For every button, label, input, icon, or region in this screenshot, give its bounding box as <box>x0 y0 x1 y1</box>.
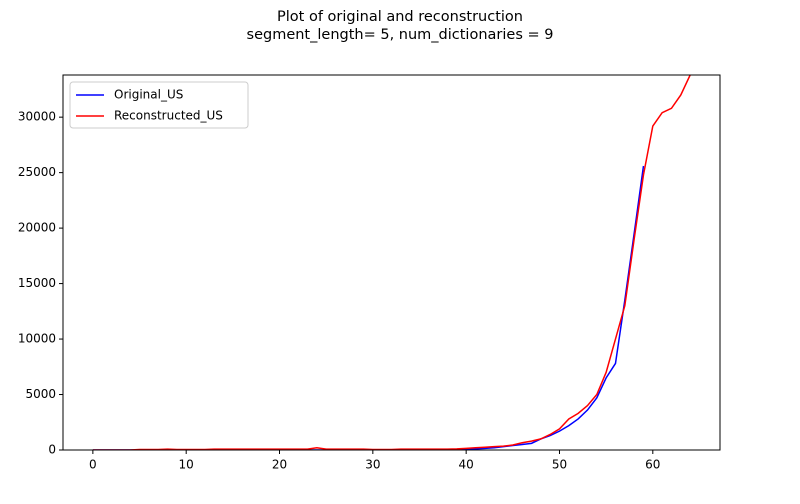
data-line <box>92 165 645 450</box>
x-tick-label: 60 <box>645 458 660 472</box>
x-tick-label: 10 <box>179 458 194 472</box>
y-tick-label: 20000 <box>18 221 56 235</box>
x-tick-label: 0 <box>89 458 97 472</box>
x-tick-label: 40 <box>459 458 474 472</box>
chart-subtitle: segment_length= 5, num_dictionaries = 9 <box>247 27 554 43</box>
y-tick-label: 5000 <box>25 387 56 401</box>
data-line <box>92 75 691 450</box>
y-tick-label: 25000 <box>18 165 56 179</box>
legend-label: Original_US <box>114 88 183 102</box>
y-tick-label: 15000 <box>18 276 56 290</box>
axes-frame <box>62 74 721 451</box>
x-tick-label: 20 <box>272 458 287 472</box>
x-tick-label: 50 <box>552 458 567 472</box>
legend-box <box>69 81 249 129</box>
y-tick-label: 10000 <box>18 332 56 346</box>
chart-title: Plot of original and reconstruction <box>277 9 523 25</box>
plot-area <box>92 75 691 450</box>
x-tick-label: 30 <box>365 458 380 472</box>
y-tick-label: 30000 <box>18 110 56 124</box>
legend-label: Reconstructed_US <box>114 109 223 123</box>
y-tick-label: 0 <box>48 443 56 457</box>
